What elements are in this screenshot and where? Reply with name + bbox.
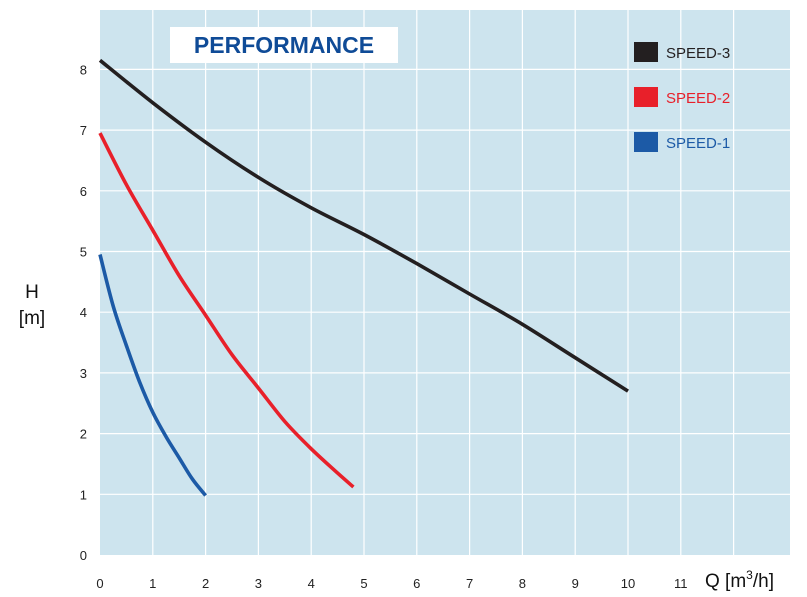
y-tick-label: 0	[80, 548, 87, 563]
legend-label-speed-1: SPEED-1	[666, 135, 730, 152]
x-tick-label: 4	[308, 576, 315, 591]
y-tick-label: 5	[80, 245, 87, 260]
x-tick-label: 7	[466, 576, 473, 591]
x-tick-label: 11	[674, 576, 688, 591]
y-tick-label: 6	[80, 184, 87, 199]
series-line-speed-3	[98, 58, 629, 393]
grid-lines	[100, 10, 790, 555]
chart-title-text: PERFORMANCE	[194, 32, 374, 58]
legend-label-speed-3: SPEED-3	[666, 45, 730, 62]
x-tick-label: 8	[519, 576, 526, 591]
x-axis-label-main: Q [m	[705, 571, 746, 592]
y-axis-label-line2: [m]	[19, 308, 45, 329]
y-tick-label: 1	[80, 487, 87, 502]
x-tick-label: 1	[149, 576, 156, 591]
y-axis-label-line1: H	[25, 282, 39, 303]
x-tick-label: 9	[572, 576, 579, 591]
series-line-speed-2	[98, 132, 355, 489]
x-tick-labels: 0 1 2 3 4 5 6 7 8 9 10 11	[96, 576, 687, 591]
series-lines	[98, 58, 629, 497]
y-tick-label: 3	[80, 366, 87, 381]
y-tick-label: 4	[80, 305, 87, 320]
x-tick-label: 5	[360, 576, 367, 591]
legend: SPEED-3 SPEED-2 SPEED-1	[634, 42, 730, 152]
x-tick-label: 3	[255, 576, 262, 591]
x-tick-label: 2	[202, 576, 209, 591]
legend-swatch-speed-3	[634, 42, 658, 62]
plot-background	[100, 10, 790, 555]
chart-title: PERFORMANCE	[170, 27, 398, 63]
legend-swatch-speed-1	[634, 132, 658, 152]
series-line-speed-1	[98, 254, 207, 497]
x-tick-label: 10	[621, 576, 635, 591]
x-tick-label: 0	[96, 576, 103, 591]
y-tick-label: 2	[80, 427, 87, 442]
legend-label-speed-2: SPEED-2	[666, 90, 730, 107]
x-axis-label-superscript: 3	[746, 568, 753, 582]
y-tick-labels: 0 1 2 3 4 5 6 7 8	[80, 62, 87, 563]
x-tick-label: 6	[413, 576, 420, 591]
x-axis-label-tail: /h]	[753, 571, 774, 592]
chart-title-box	[170, 27, 398, 63]
y-axis-label: H [m]	[19, 282, 45, 329]
y-tick-label: 7	[80, 123, 87, 138]
legend-swatch-speed-2	[634, 87, 658, 107]
y-tick-label: 8	[80, 62, 87, 77]
x-axis-label: Q [m3/h]	[705, 568, 774, 592]
